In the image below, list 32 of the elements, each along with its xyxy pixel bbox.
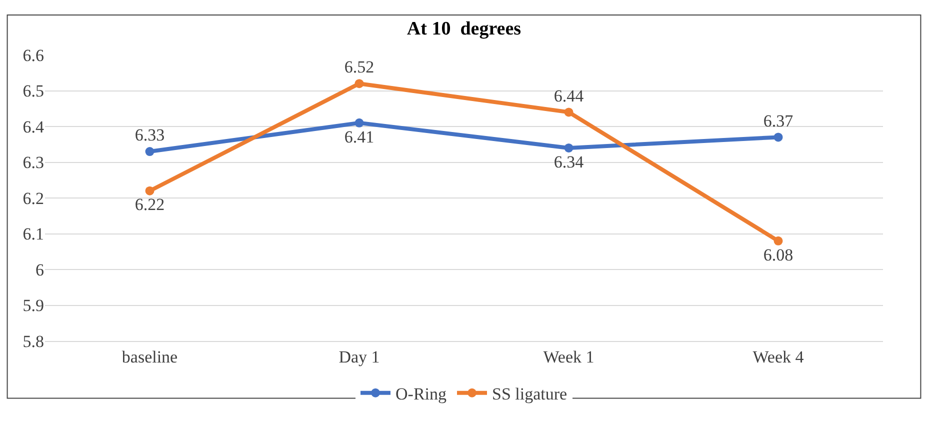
y-tick-label: 6.4 — [22, 117, 44, 136]
data-label: 6.41 — [344, 127, 374, 146]
x-tick-label: baseline — [122, 347, 178, 366]
y-tick-label: 6.3 — [22, 153, 44, 172]
y-tick-label: 5.9 — [22, 296, 44, 316]
point — [145, 186, 154, 196]
point — [774, 132, 783, 142]
data-label: 6.22 — [134, 195, 165, 214]
y-tick-label: 6.1 — [22, 224, 44, 244]
y-tick-label: 6.2 — [22, 188, 44, 208]
data-label: 6.33 — [134, 126, 165, 145]
point — [145, 147, 154, 156]
point — [564, 108, 574, 117]
data-label: 6.52 — [344, 58, 374, 77]
y-tick-label: 6.6 — [22, 46, 44, 65]
point — [774, 236, 783, 246]
y-tick-label: 5.8 — [22, 332, 44, 351]
x-tick-label: Day 1 — [338, 347, 380, 366]
point — [564, 143, 574, 152]
legend-label: O-Ring — [396, 384, 447, 404]
x-tick-label: Week 4 — [752, 347, 804, 366]
y-tick-label: 6.5 — [22, 82, 44, 101]
y-tick-label: 6 — [36, 260, 44, 280]
point — [354, 118, 364, 128]
data-label: 6.08 — [763, 245, 794, 264]
data-label: 6.37 — [763, 111, 794, 130]
point — [354, 79, 364, 88]
legend-label: SS ligature — [492, 384, 568, 404]
data-label: 6.44 — [554, 86, 584, 106]
chart-title: At 10 degrees — [406, 18, 522, 40]
data-label: 6.34 — [554, 152, 584, 172]
x-tick-label: Week 1 — [543, 347, 594, 366]
